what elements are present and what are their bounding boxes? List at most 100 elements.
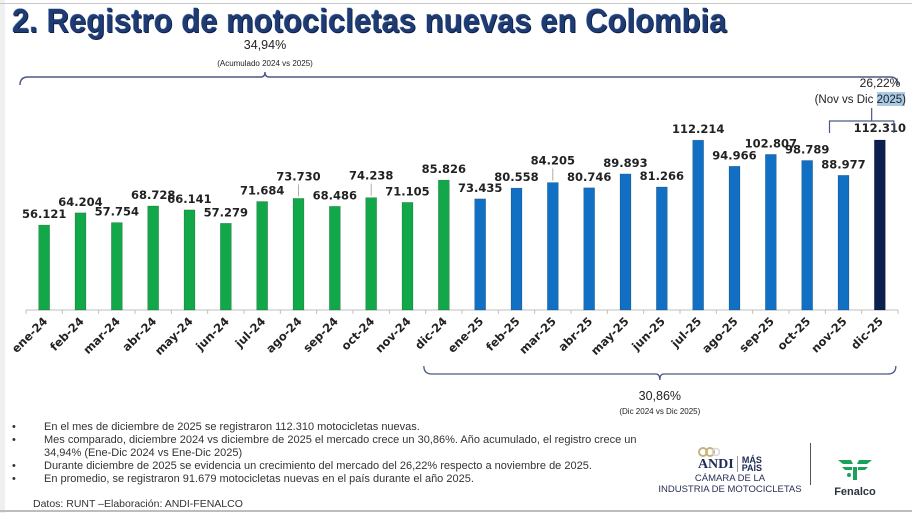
x-tick-label-nov-25: nov-25 [808, 314, 849, 355]
x-tick-label-dic-24: dic-24 [412, 314, 450, 352]
bullet-item: • Durante diciembre de 2025 se evidencia … [10, 460, 650, 473]
annotation-nov-dic-label: (Nov vs Dic 2025) [815, 94, 907, 106]
summary-bullets: • En el mes de diciembre de 2025 se regis… [10, 421, 650, 486]
andi-wordmark: ANDI [697, 457, 734, 472]
annotation-acumulado-value: 34,94% [244, 38, 286, 52]
mas-pais-wordmark: MÁS PAÍS [736, 454, 763, 473]
mas-text: MÁS [741, 454, 762, 465]
x-tick-label-mar-24: mar-24 [80, 314, 123, 357]
bar-nov-24 [401, 202, 414, 311]
bar-jun-24 [220, 222, 232, 311]
bullet-symbol: • [12, 473, 16, 485]
annotation-nov-dic-prefix: (Nov vs Dic [815, 94, 877, 106]
bar-ene-25 [474, 198, 486, 311]
data-label-dic-24: 85.826 [422, 162, 466, 176]
x-tick-label-oct-24: oct-24 [338, 314, 377, 353]
page-title: 2. Registro de motocicletas nuevas en Co… [12, 2, 727, 39]
bar-oct-24 [365, 197, 377, 311]
fenalco-logo: Fenalco [825, 458, 885, 498]
bar-ago-24 [292, 198, 305, 311]
data-label-jul-24: 71.684 [240, 183, 284, 197]
bullet-symbol: • [12, 460, 16, 472]
bottom-divider [0, 510, 912, 512]
bracket-nov-dic [828, 108, 895, 133]
data-label-ago-24: 73.730 [276, 169, 320, 183]
annotation-acumulado-label: (Acumulado 2024 vs 2025) [217, 59, 313, 68]
left-edge-strip [0, 0, 5, 513]
bullet-item: • Mes comparado, diciembre 2024 vs diciem… [10, 434, 650, 460]
data-label-ago-25: 94.966 [712, 148, 756, 162]
data-label-mar-24: 57.754 [95, 205, 139, 219]
bullet-text: En el mes de diciembre de 2025 se regist… [44, 421, 420, 433]
camara-text-line2: INDUSTRIA DE MOTOCICLETAS [658, 484, 802, 495]
x-tick-label-sep-25: sep-25 [736, 314, 777, 355]
bullet-text: Durante diciembre de 2025 se evidencia u… [44, 460, 592, 472]
bar-may-24 [183, 209, 196, 311]
data-source: Datos: RUNT –Elaboración: ANDI-FENALCO [33, 498, 243, 510]
data-label-feb-25: 80.558 [494, 170, 538, 184]
bullet-symbol: • [12, 421, 16, 433]
bullet-symbol: • [12, 434, 16, 446]
camara-text-line1: CÁMARA DE LA [694, 473, 766, 484]
data-label-jun-25: 81.266 [640, 169, 684, 183]
data-label-oct-25: 98.789 [785, 142, 829, 156]
data-label-may-24: 66.141 [167, 192, 211, 206]
bar-jul-25 [692, 139, 704, 311]
data-label-ene-25: 73.435 [458, 181, 502, 195]
data-label-abr-24: 68.728 [131, 188, 175, 202]
bar-nov-25 [837, 175, 850, 311]
bar-mar-25 [547, 182, 559, 311]
data-label-may-25: 89.893 [603, 156, 647, 170]
x-tick-label-dic-25: dic-25 [848, 314, 886, 352]
bar-feb-24 [74, 212, 87, 311]
bar-jul-24 [256, 201, 268, 311]
bar-jun-25 [656, 186, 668, 311]
x-tick-label-ene-25: ene-25 [445, 314, 486, 355]
data-label-nov-25: 88.977 [821, 157, 865, 171]
annotation-nov-dic-suffix: ) [902, 94, 906, 106]
x-tick-label-sep-24: sep-24 [300, 314, 341, 355]
data-label-abr-25: 80.746 [567, 170, 611, 184]
annotation-dic-dic-label: (Dic 2024 vs Dic 2025) [619, 407, 700, 416]
fenalco-wordmark: Fenalco [834, 486, 876, 498]
bar-sep-25 [765, 154, 777, 311]
annotation-dic-dic-value: 30,86% [639, 389, 681, 403]
bar-ago-25 [728, 165, 741, 311]
bullet-item: • En el mes de diciembre de 2025 se regis… [10, 421, 650, 434]
bracket-dic-dic [423, 365, 897, 381]
x-tick-label-ago-25: ago-25 [699, 314, 740, 355]
bullet-text: Mes comparado, diciembre 2024 vs diciemb… [44, 434, 637, 459]
bullet-text: En promedio, se registraron 91.679 motoc… [44, 473, 474, 485]
data-label-jun-24: 57.279 [204, 205, 248, 219]
bar-ene-24 [38, 224, 50, 311]
data-label-dic-25: 112.310 [854, 121, 906, 135]
x-tick-label-may-24: may-24 [152, 314, 196, 358]
data-label-sep-24: 68.486 [313, 188, 357, 202]
data-label-ene-24: 56.121 [22, 207, 66, 221]
bar-abr-24 [147, 205, 159, 311]
x-tick-label-nov-24: nov-24 [372, 314, 413, 355]
bullet-item: • En promedio, se registraron 91.679 moto… [10, 473, 650, 486]
x-tick-label-ago-24: ago-24 [263, 314, 304, 355]
bar-mar-24 [111, 222, 123, 311]
data-label-sep-25: 102.807 [745, 136, 797, 150]
logos-area: ANDI MÁS PAÍS CÁMARA DE LA INDUSTRIA DE MO… [650, 440, 910, 510]
data-label-mar-25: 84.205 [531, 154, 575, 168]
gear-rings-icon [698, 447, 720, 457]
pais-text: PAÍS [741, 462, 763, 473]
x-tick-label-jun-25: jun-25 [628, 314, 668, 354]
bar-oct-25 [801, 160, 813, 311]
bar-dic-24 [438, 179, 450, 311]
bar-sep-24 [329, 206, 341, 311]
annotation-nov-dic-year: 2025 [877, 94, 903, 106]
bar-chart: 56.121ene-2464.204feb-2457.754mar-2468.7… [9, 38, 907, 416]
bar-abr-25 [583, 187, 595, 311]
bar-may-25 [619, 173, 632, 311]
bracket-acumulado [19, 71, 899, 86]
x-tick-label-jun-24: jun-24 [192, 314, 232, 354]
top-divider [0, 3, 912, 4]
data-label-oct-24: 74.238 [349, 169, 393, 183]
x-tick-label-may-25: may-25 [588, 314, 632, 358]
annotation-nov-dic-value: 26,22% [860, 76, 901, 90]
x-tick-label-ene-24: ene-24 [9, 314, 50, 355]
